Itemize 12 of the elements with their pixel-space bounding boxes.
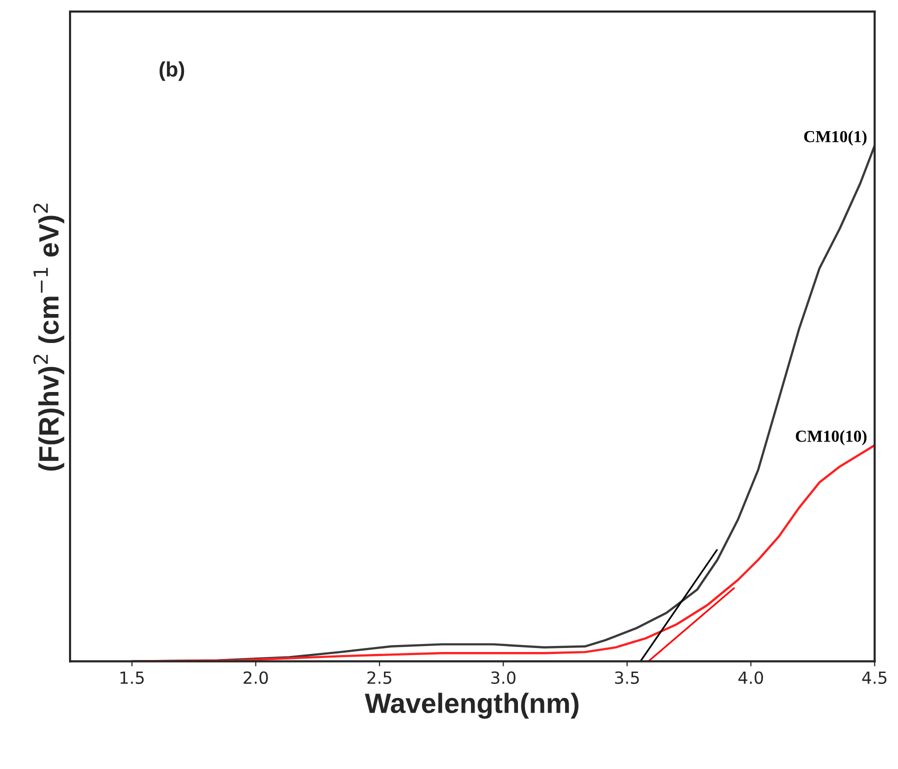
x-tick-label: 2.5 bbox=[367, 671, 392, 684]
series-label: CM10(1) bbox=[804, 130, 866, 146]
text: (b) bbox=[160, 61, 184, 81]
x-tick-label: 4.0 bbox=[738, 671, 764, 684]
x-tick-label: 4.5 bbox=[862, 672, 886, 684]
x-tick-label: 3.0 bbox=[491, 671, 516, 684]
x-tick-label: 2.0 bbox=[244, 671, 268, 684]
y-axis-title: (F(R)hv)$^{2}$ (cm$^{−1}$ eV)$^{2}$ bbox=[33, 204, 64, 471]
x-axis-title: Wavelength(nm) bbox=[364, 692, 578, 719]
x-tick-label: 3.5 bbox=[615, 671, 639, 684]
x-tick-label: 1.5 bbox=[120, 672, 144, 684]
series-label: CM10(10) bbox=[796, 430, 866, 446]
